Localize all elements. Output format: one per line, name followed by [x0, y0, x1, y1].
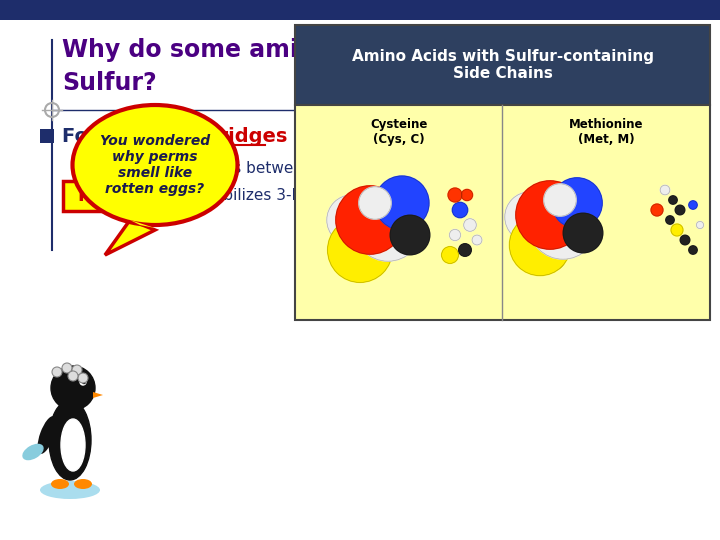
- Circle shape: [68, 371, 78, 381]
- Circle shape: [336, 186, 404, 254]
- Text: Why do some amino acids contain: Why do some amino acids contain: [62, 38, 516, 62]
- Ellipse shape: [74, 479, 92, 489]
- Circle shape: [62, 363, 72, 373]
- Circle shape: [544, 184, 576, 216]
- Circle shape: [528, 191, 597, 259]
- Circle shape: [516, 181, 584, 249]
- FancyBboxPatch shape: [63, 181, 185, 211]
- Ellipse shape: [49, 400, 91, 480]
- Circle shape: [563, 213, 603, 253]
- Text: stabilizes 3-D structure: stabilizes 3-D structure: [200, 188, 378, 204]
- Bar: [295, 105, 710, 320]
- Circle shape: [327, 195, 377, 245]
- Ellipse shape: [73, 105, 238, 225]
- Polygon shape: [105, 220, 155, 255]
- Circle shape: [375, 176, 429, 230]
- Circle shape: [660, 185, 670, 195]
- Circle shape: [328, 218, 392, 282]
- Circle shape: [354, 193, 422, 261]
- Circle shape: [689, 246, 697, 254]
- Bar: [0, 0, 720, 20]
- Circle shape: [675, 205, 685, 215]
- Circle shape: [459, 244, 472, 256]
- Circle shape: [510, 214, 571, 275]
- Text: Amino Acids with Sulfur-containing
Side Chains: Amino Acids with Sulfur-containing Side …: [351, 49, 654, 81]
- Text: You wondered
why perms
smell like
rotten eggs?: You wondered why perms smell like rotten…: [100, 134, 210, 197]
- Text: Form: Form: [62, 126, 125, 145]
- Circle shape: [390, 215, 430, 255]
- Circle shape: [472, 235, 482, 245]
- Circle shape: [534, 239, 566, 271]
- Circle shape: [464, 219, 477, 231]
- Circle shape: [666, 216, 674, 224]
- Bar: [295, 25, 710, 105]
- Circle shape: [51, 366, 95, 410]
- Bar: [40, 129, 54, 143]
- Text: ◆: ◆: [75, 190, 85, 202]
- Text: disulfide bridges: disulfide bridges: [103, 126, 287, 145]
- Circle shape: [78, 373, 88, 383]
- Text: covalent cross links betweens sulfhydryls: covalent cross links betweens sulfhydryl…: [91, 161, 409, 177]
- Circle shape: [72, 365, 82, 375]
- Text: Sulfur?: Sulfur?: [62, 71, 157, 95]
- Ellipse shape: [51, 479, 69, 489]
- Circle shape: [505, 192, 555, 242]
- Ellipse shape: [61, 419, 85, 471]
- Circle shape: [680, 235, 690, 245]
- Circle shape: [449, 230, 461, 241]
- Text: H-S – S-H: H-S – S-H: [78, 187, 171, 205]
- Circle shape: [669, 196, 678, 204]
- Circle shape: [441, 247, 459, 264]
- Circle shape: [448, 188, 462, 202]
- Circle shape: [552, 178, 602, 228]
- Ellipse shape: [23, 444, 43, 460]
- Circle shape: [52, 367, 62, 377]
- Text: Cysteine
(Cys, C): Cysteine (Cys, C): [370, 118, 428, 146]
- Circle shape: [462, 190, 472, 200]
- Polygon shape: [93, 392, 103, 398]
- Polygon shape: [130, 220, 155, 228]
- Ellipse shape: [37, 416, 56, 454]
- Circle shape: [359, 187, 391, 219]
- Text: ◆: ◆: [75, 163, 85, 176]
- Circle shape: [452, 202, 468, 218]
- Circle shape: [696, 221, 703, 228]
- Text: Methionine
(Met, M): Methionine (Met, M): [569, 118, 644, 146]
- Circle shape: [80, 379, 86, 385]
- Circle shape: [651, 204, 663, 216]
- Ellipse shape: [40, 481, 100, 499]
- Circle shape: [689, 201, 697, 209]
- Circle shape: [671, 224, 683, 236]
- Circle shape: [83, 381, 86, 383]
